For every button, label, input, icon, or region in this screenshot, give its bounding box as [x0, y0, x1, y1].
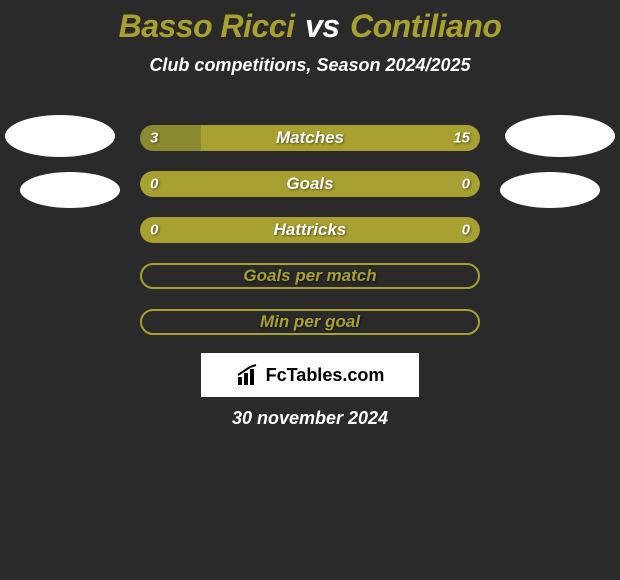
stat-row-min-per-goal: Min per goal	[140, 309, 480, 335]
player1-avatar-bottom	[20, 172, 120, 208]
stat-row-goals-per-match: Goals per match	[140, 263, 480, 289]
bar-chart-icon	[236, 363, 260, 387]
stat-label: Matches	[140, 128, 480, 148]
player1-avatar-top	[5, 115, 115, 157]
stat-label: Goals	[140, 174, 480, 194]
stat-row-matches: 3 Matches 15	[140, 125, 480, 151]
title-vs: vs	[305, 8, 340, 44]
subtitle: Club competitions, Season 2024/2025	[0, 55, 620, 76]
player1-name: Basso Ricci	[119, 8, 295, 44]
stat-label: Goals per match	[142, 266, 478, 286]
stat-row-goals: 0 Goals 0	[140, 171, 480, 197]
page-title: Basso Ricci vs Contiliano	[0, 0, 620, 45]
logo-box: FcTables.com	[201, 353, 419, 397]
date-label: 30 november 2024	[0, 408, 620, 429]
player2-name: Contiliano	[350, 8, 501, 44]
stat-right-val: 0	[462, 176, 470, 193]
stat-row-hattricks: 0 Hattricks 0	[140, 217, 480, 243]
player2-avatar-top	[505, 115, 615, 157]
stat-right-val: 15	[453, 130, 470, 147]
player2-avatar-bottom	[500, 172, 600, 208]
stats-bars: 3 Matches 15 0 Goals 0 0 Hattricks 0 Goa…	[140, 125, 480, 355]
stat-right-val: 0	[462, 222, 470, 239]
stat-label: Hattricks	[140, 220, 480, 240]
stat-label: Min per goal	[142, 312, 478, 332]
logo-text: FcTables.com	[266, 365, 385, 386]
